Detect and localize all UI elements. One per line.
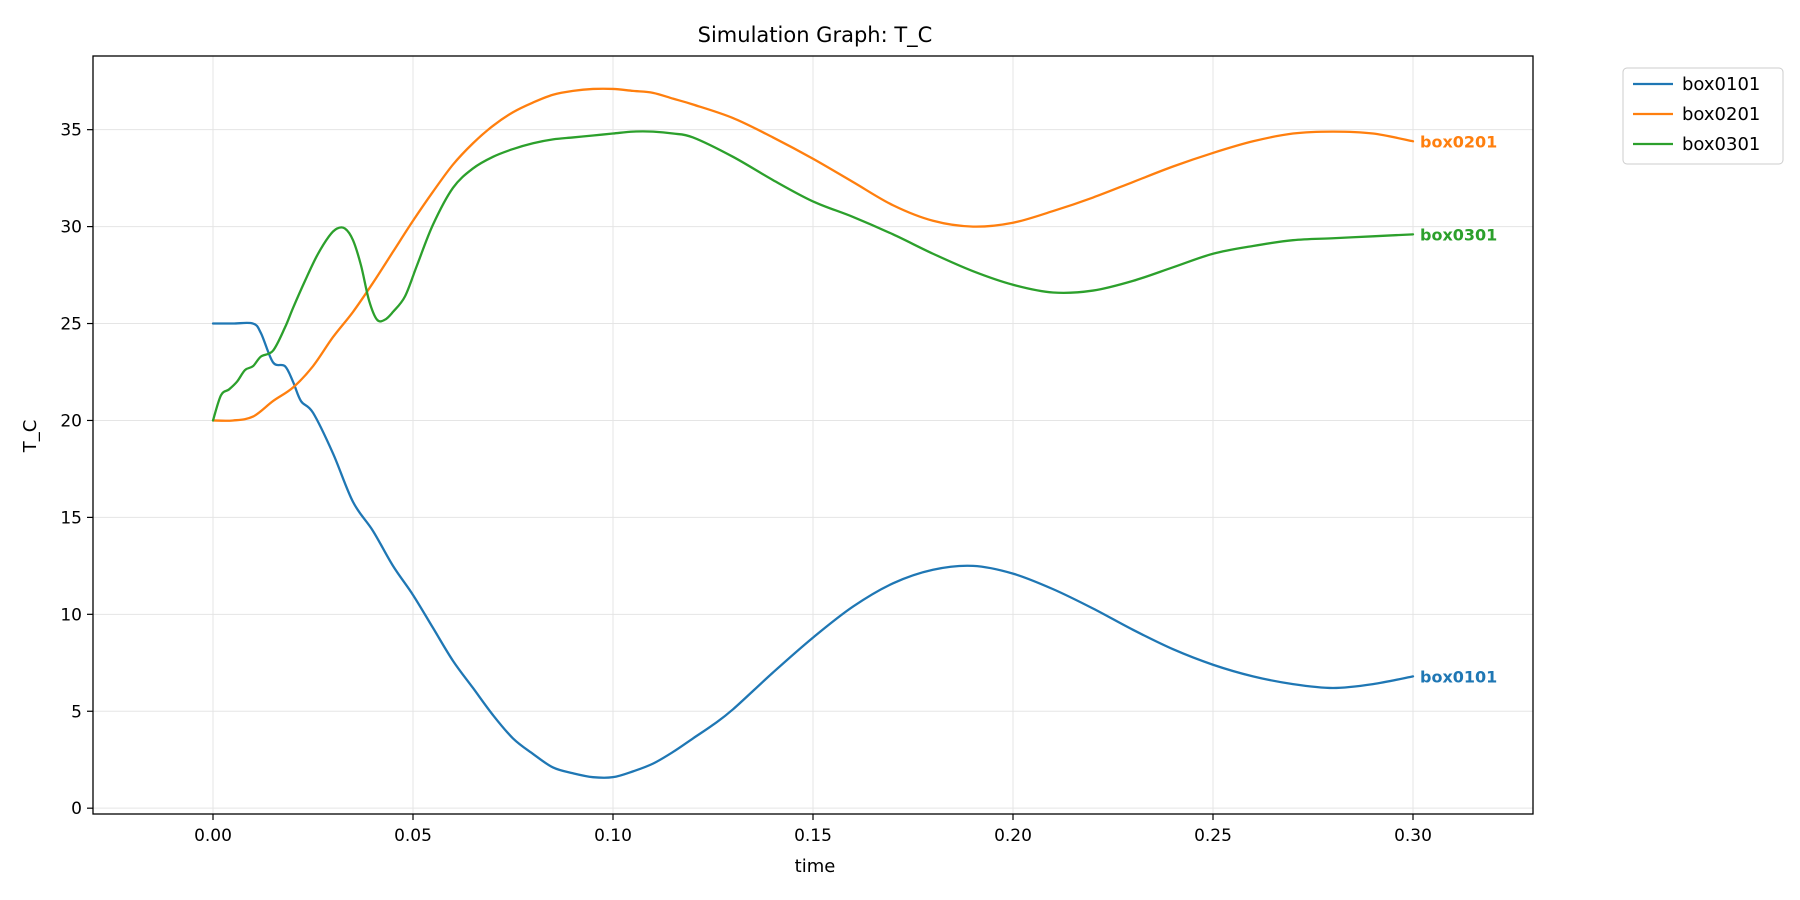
x-tick-label: 0.15 — [794, 826, 832, 846]
end-label-box0101: box0101 — [1420, 667, 1497, 686]
y-tick-label: 10 — [60, 605, 82, 625]
y-tick-label: 25 — [60, 315, 82, 335]
x-tick-label: 0.10 — [594, 826, 632, 846]
x-axis: 0.00 0.05 0.10 0.15 0.20 0.25 0.30 — [194, 814, 1432, 846]
end-label-box0201: box0201 — [1420, 132, 1497, 151]
x-tick-label: 0.05 — [394, 826, 432, 846]
legend-box — [1622, 67, 1784, 165]
x-axis-label: time — [795, 856, 836, 877]
y-tick-label: 15 — [60, 508, 82, 528]
series-line-box0201 — [211, 87, 1415, 422]
y-tick-label: 20 — [60, 411, 82, 431]
legend-label-box0301: box0301 — [1682, 134, 1760, 155]
series-layer — [211, 87, 1415, 779]
y-axis-label: T_C — [20, 420, 41, 454]
x-tick-label: 0.25 — [1194, 826, 1232, 846]
y-tick-label: 5 — [71, 702, 82, 722]
x-tick-label: 0.00 — [194, 826, 232, 846]
chart-title: Simulation Graph: T_C — [698, 23, 933, 48]
y-tick-label: 35 — [60, 121, 82, 141]
end-label-box0301: box0301 — [1420, 225, 1497, 244]
series-end-labels: box0101 box0201 box0301 — [1420, 132, 1497, 686]
legend-label-box0101: box0101 — [1682, 74, 1760, 95]
y-tick-label: 30 — [60, 218, 82, 238]
legend-label-box0201: box0201 — [1682, 104, 1760, 125]
grid-lines — [93, 56, 1533, 814]
legend: box0101 box0201 box0301 — [1622, 67, 1784, 165]
y-tick-label: 0 — [71, 799, 82, 819]
series-line-box0101 — [211, 321, 1415, 779]
x-tick-label: 0.30 — [1394, 826, 1432, 846]
y-axis: 0 5 10 15 20 25 30 35 — [60, 121, 93, 819]
series-line-box0301 — [211, 130, 1415, 422]
x-tick-label: 0.20 — [994, 826, 1032, 846]
